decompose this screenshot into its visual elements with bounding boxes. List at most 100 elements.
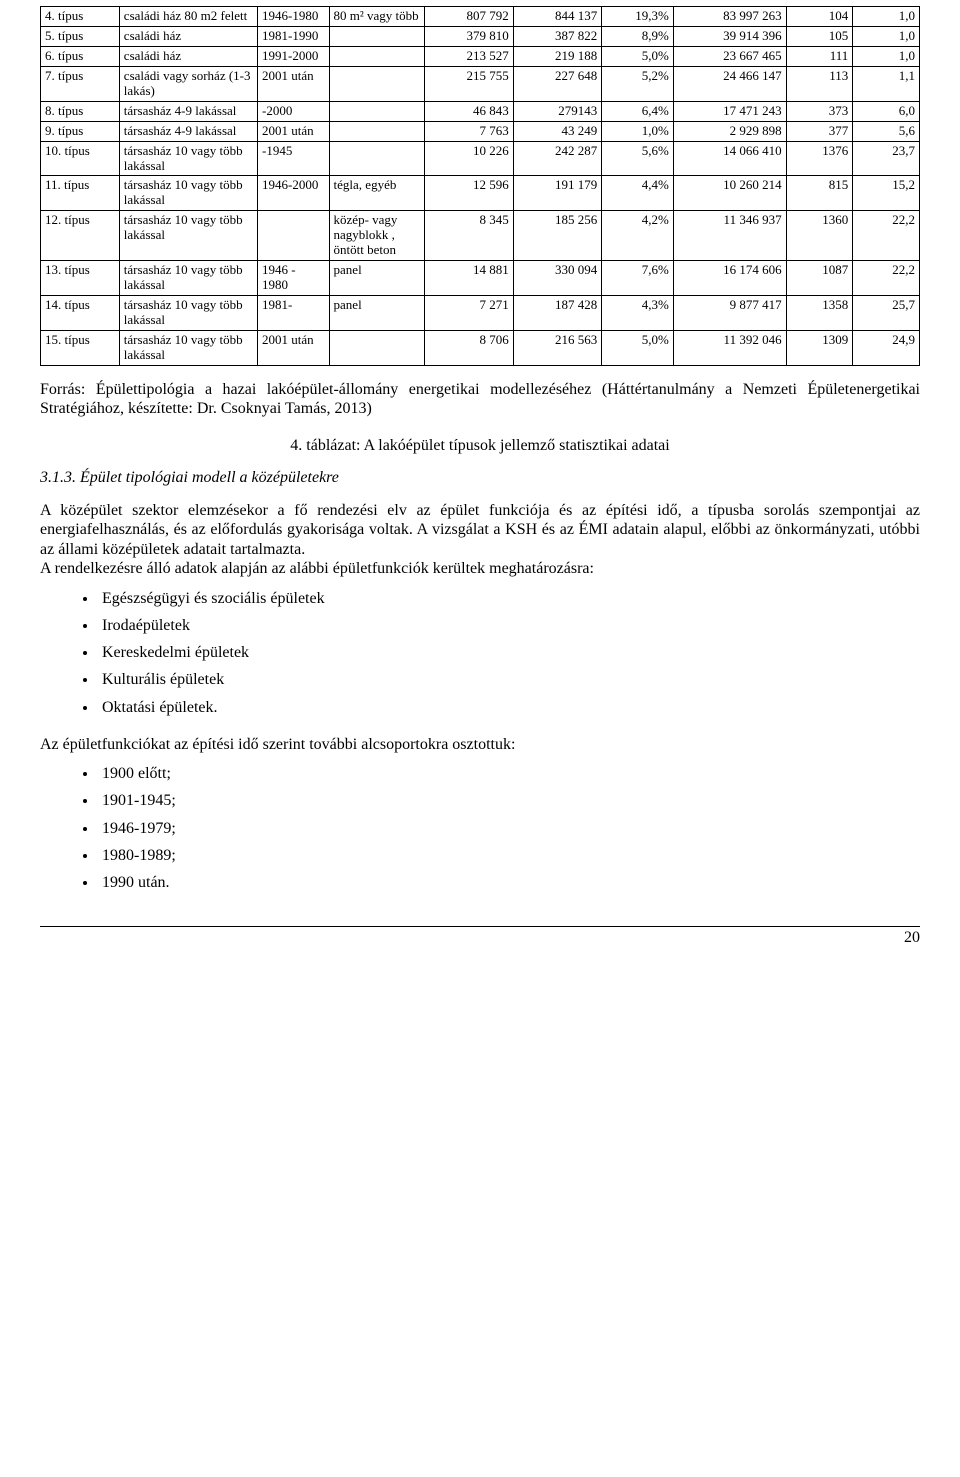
table-row: 6. típuscsaládi ház1991-2000213 527219 1… xyxy=(41,46,920,66)
table-row: 15. típustársasház 10 vagy több lakással… xyxy=(41,330,920,365)
table-cell: családi ház xyxy=(119,46,257,66)
table-cell: 1946-1980 xyxy=(258,7,330,27)
table-cell: 187 428 xyxy=(513,296,602,331)
table-cell: 11. típus xyxy=(41,176,120,211)
table-cell: családi ház 80 m2 felett xyxy=(119,7,257,27)
table-cell xyxy=(329,141,425,176)
list-item: 1990 után. xyxy=(98,869,920,896)
table-cell: 185 256 xyxy=(513,211,602,261)
table-cell: 11 392 046 xyxy=(673,330,786,365)
table-cell: társasház 10 vagy több lakással xyxy=(119,176,257,211)
table-cell: 5,6 xyxy=(853,121,920,141)
list-item: Kereskedelmi épületek xyxy=(98,639,920,666)
table-cell: 1309 xyxy=(786,330,853,365)
table-cell: -2000 xyxy=(258,101,330,121)
table-cell: 1360 xyxy=(786,211,853,261)
table-row: 9. típustársasház 4-9 lakással2001 után7… xyxy=(41,121,920,141)
table-cell: 13. típus xyxy=(41,261,120,296)
table-cell: 2 929 898 xyxy=(673,121,786,141)
table-cell: 12. típus xyxy=(41,211,120,261)
table-row: 12. típustársasház 10 vagy több lakással… xyxy=(41,211,920,261)
table-cell: 11 346 937 xyxy=(673,211,786,261)
table-cell: családi ház xyxy=(119,26,257,46)
table-cell: 105 xyxy=(786,26,853,46)
table-cell: 24 466 147 xyxy=(673,66,786,101)
body-paragraph-3: Az épületfunkciókat az építési idő szeri… xyxy=(40,735,920,755)
table-cell: 1981- xyxy=(258,296,330,331)
table-row: 5. típuscsaládi ház1981-1990379 810387 8… xyxy=(41,26,920,46)
table-cell: 39 914 396 xyxy=(673,26,786,46)
table-cell: 1,1 xyxy=(853,66,920,101)
table-cell: 8 345 xyxy=(425,211,514,261)
list-item: Egészségügyi és szociális épületek xyxy=(98,585,920,612)
table-cell: 5,6% xyxy=(602,141,674,176)
table-cell: 1376 xyxy=(786,141,853,176)
table-cell: közép- vagy nagyblokk , öntött beton xyxy=(329,211,425,261)
source-paragraph: Forrás: Épülettipológia a hazai lakóépül… xyxy=(40,380,920,419)
data-table: 4. típuscsaládi ház 80 m2 felett1946-198… xyxy=(40,6,920,366)
table-cell: 5,2% xyxy=(602,66,674,101)
list-item: Oktatási épületek. xyxy=(98,694,920,721)
table-cell: 10. típus xyxy=(41,141,120,176)
table-cell: 213 527 xyxy=(425,46,514,66)
table-row: 10. típustársasház 10 vagy több lakással… xyxy=(41,141,920,176)
table-cell xyxy=(329,26,425,46)
table-cell: 2001 után xyxy=(258,330,330,365)
table-cell: 5,0% xyxy=(602,330,674,365)
list-item: 1901-1945; xyxy=(98,787,920,814)
table-cell: 83 997 263 xyxy=(673,7,786,27)
table-cell: 24,9 xyxy=(853,330,920,365)
table-cell: társasház 4-9 lakással xyxy=(119,121,257,141)
table-cell: 46 843 xyxy=(425,101,514,121)
table-cell: családi vagy sorház (1-3 lakás) xyxy=(119,66,257,101)
table-cell: 1981-1990 xyxy=(258,26,330,46)
table-cell: 19,3% xyxy=(602,7,674,27)
table-cell: 14 881 xyxy=(425,261,514,296)
table-cell: 330 094 xyxy=(513,261,602,296)
table-row: 14. típustársasház 10 vagy több lakással… xyxy=(41,296,920,331)
table-cell: 227 648 xyxy=(513,66,602,101)
list-item: Irodaépületek xyxy=(98,612,920,639)
body-paragraph-1: A középület szektor elemzésekor a fő ren… xyxy=(40,501,920,560)
table-cell: 1,0 xyxy=(853,46,920,66)
table-cell: 216 563 xyxy=(513,330,602,365)
table-cell: 1946 - 1980 xyxy=(258,261,330,296)
table-cell: 2001 után xyxy=(258,66,330,101)
table-cell: 14 066 410 xyxy=(673,141,786,176)
body-paragraph-2: A rendelkezésre álló adatok alapján az a… xyxy=(40,559,920,579)
bullet-list-functions: Egészségügyi és szociális épületekIrodaé… xyxy=(40,585,920,721)
table-cell: 215 755 xyxy=(425,66,514,101)
table-cell: társasház 10 vagy több lakással xyxy=(119,330,257,365)
table-cell: 815 xyxy=(786,176,853,211)
table-cell: 373 xyxy=(786,101,853,121)
table-cell: 22,2 xyxy=(853,261,920,296)
table-cell: társasház 10 vagy több lakással xyxy=(119,261,257,296)
table-cell xyxy=(329,66,425,101)
table-row: 13. típustársasház 10 vagy több lakással… xyxy=(41,261,920,296)
table-cell: 1991-2000 xyxy=(258,46,330,66)
table-cell: 5. típus xyxy=(41,26,120,46)
table-cell: 14. típus xyxy=(41,296,120,331)
table-cell: 22,2 xyxy=(853,211,920,261)
table-row: 8. típustársasház 4-9 lakással-200046 84… xyxy=(41,101,920,121)
list-item: Kulturális épületek xyxy=(98,666,920,693)
table-cell xyxy=(329,46,425,66)
table-cell: 844 137 xyxy=(513,7,602,27)
table-cell: társasház 4-9 lakással xyxy=(119,101,257,121)
table-cell: 279143 xyxy=(513,101,602,121)
table-cell: 80 m² vagy több xyxy=(329,7,425,27)
table-cell: 12 596 xyxy=(425,176,514,211)
table-cell: 10 260 214 xyxy=(673,176,786,211)
table-cell: 6,0 xyxy=(853,101,920,121)
table-row: 4. típuscsaládi ház 80 m2 felett1946-198… xyxy=(41,7,920,27)
table-cell: 17 471 243 xyxy=(673,101,786,121)
table-cell: 5,0% xyxy=(602,46,674,66)
list-item: 1980-1989; xyxy=(98,842,920,869)
table-cell: 1,0 xyxy=(853,7,920,27)
table-cell: 43 249 xyxy=(513,121,602,141)
table-cell: 113 xyxy=(786,66,853,101)
table-cell: 7 763 xyxy=(425,121,514,141)
table-cell: 7,6% xyxy=(602,261,674,296)
table-cell: 15. típus xyxy=(41,330,120,365)
table-cell: 1087 xyxy=(786,261,853,296)
